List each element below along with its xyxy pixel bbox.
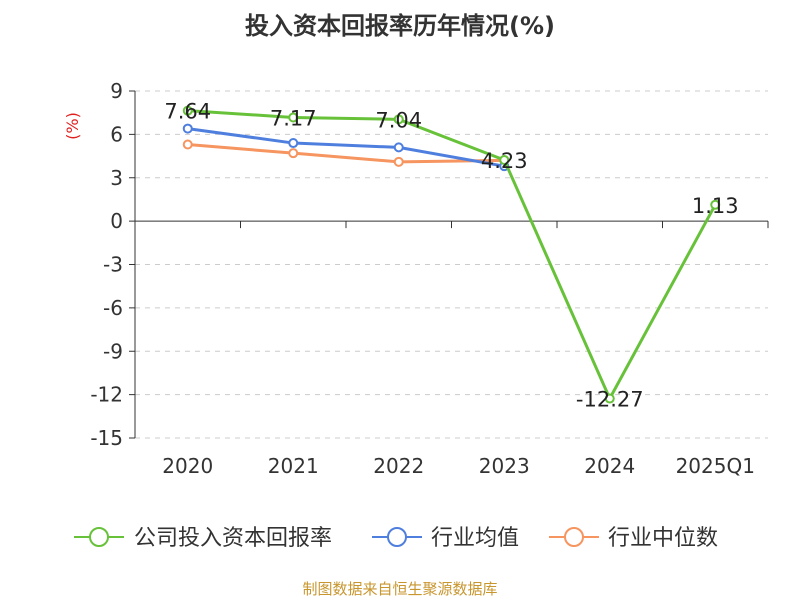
data-point (182, 123, 193, 134)
source-note: 制图数据来自恒生聚源数据库 (302, 580, 498, 598)
x-tick-label: 2022 (373, 454, 424, 478)
x-tick-label: 2024 (584, 454, 635, 478)
y-tick-label: -15 (90, 426, 123, 450)
data-point (288, 138, 299, 149)
legend-marker (89, 527, 109, 547)
chart-title: 投入资本回报率历年情况(%) (245, 12, 555, 40)
y-tick-label: 6 (110, 122, 123, 146)
x-tick-label: 2023 (479, 454, 530, 478)
y-tick-label: 9 (110, 79, 123, 103)
series-line (187, 127, 505, 168)
data-labels: 7.64 7.17 7.04 4.23 -12.27 1.13 (164, 100, 738, 412)
legend-item[interactable]: 行业中位数 (549, 526, 718, 551)
x-axis: 2020 2021 2022 2023 2024 2025Q1 (134, 220, 769, 478)
y-tick-label: -6 (103, 296, 123, 320)
data-point (393, 156, 404, 167)
x-tick-label: 2025Q1 (676, 454, 755, 478)
y-tick-label: 0 (110, 209, 123, 233)
grid-lines (135, 90, 768, 439)
x-tick-label: 2020 (162, 454, 213, 478)
legend-label: 行业均值 (431, 526, 519, 551)
legend-label: 行业中位数 (608, 526, 718, 551)
data-point (393, 142, 404, 153)
series-lines (182, 105, 721, 404)
data-label: 7.64 (164, 100, 211, 124)
y-axis: 9 6 3 0 -3 -6 -9 -12 -15 (90, 79, 136, 450)
legend-marker (387, 527, 407, 547)
y-tick-label: -9 (103, 339, 123, 363)
legend-item[interactable]: 行业均值 (372, 526, 519, 551)
data-point (288, 148, 299, 159)
data-point (710, 199, 721, 210)
legend: 公司投入资本回报率 行业均值 行业中位数 (74, 526, 718, 551)
data-point (393, 114, 404, 125)
series-line (187, 143, 505, 164)
legend-item[interactable]: 公司投入资本回报率 (74, 526, 332, 551)
y-tick-label: -3 (103, 253, 123, 277)
data-label: 1.13 (692, 194, 739, 218)
data-point (499, 154, 510, 165)
data-point (288, 112, 299, 123)
data-label: 7.04 (375, 108, 422, 132)
y-tick-label: 3 (110, 166, 123, 190)
data-point (182, 105, 193, 116)
data-label: 4.23 (481, 149, 528, 173)
data-point (604, 393, 615, 404)
legend-label: 公司投入资本回报率 (134, 526, 332, 551)
y-tick-label: -12 (90, 383, 123, 407)
data-label: -12.27 (576, 388, 644, 412)
series-line (187, 109, 717, 401)
legend-marker (564, 527, 584, 547)
x-tick-label: 2021 (268, 454, 319, 478)
data-point (182, 139, 193, 150)
data-label: 7.17 (270, 106, 317, 130)
y-axis-unit-label: (%) (63, 112, 82, 140)
